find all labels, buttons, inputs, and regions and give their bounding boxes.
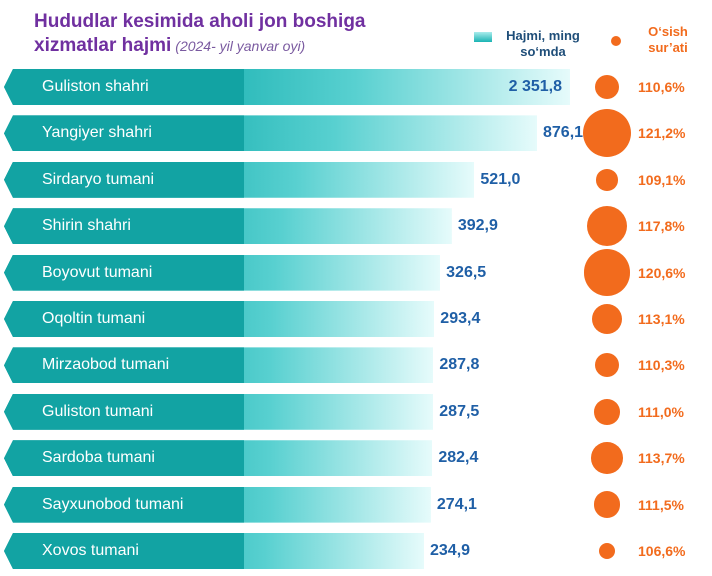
growth-bubble bbox=[586, 205, 628, 247]
growth-bubble bbox=[594, 398, 620, 425]
growth-bubble bbox=[596, 169, 618, 191]
value-label: 287,8 bbox=[439, 356, 480, 374]
value-label: 326,5 bbox=[446, 263, 487, 281]
bar-label-band bbox=[4, 533, 244, 569]
growth-label: 106,6% bbox=[638, 543, 686, 559]
bar-row: Guliston shahri 2 351,8 110,6% bbox=[0, 69, 712, 105]
growth-label: 111,0% bbox=[638, 403, 684, 420]
growth-label: 113,7% bbox=[638, 450, 685, 467]
legend-volume-label: Hajmi, ming so‘mda bbox=[498, 28, 588, 60]
growth-bubble bbox=[594, 74, 620, 100]
bar-row: Sardoba tumani 282,4 113,7% bbox=[0, 440, 712, 477]
bar-label-band bbox=[4, 347, 244, 384]
legend-volume-line-1: Hajmi, ming bbox=[506, 28, 580, 43]
value-label: 521,0 bbox=[480, 170, 521, 188]
bar-label-band bbox=[4, 254, 244, 291]
category-label: Sardoba tumani bbox=[42, 449, 155, 467]
bar-row: Guliston tumani 287,5 111,0% bbox=[0, 393, 712, 430]
growth-label: 113,1% bbox=[638, 311, 685, 327]
growth-label: 117,8% bbox=[638, 218, 685, 235]
growth-label: 110,3% bbox=[638, 357, 685, 374]
bar-label-band bbox=[4, 486, 244, 523]
value-label: 392,9 bbox=[457, 217, 498, 235]
value-label: 274,1 bbox=[436, 495, 477, 513]
bar-row: Mirzaobod tumani 287,8 110,3% bbox=[0, 347, 712, 384]
category-label: Guliston tumani bbox=[42, 402, 154, 420]
chart-title-line-2-text: xizmatlar hajmi bbox=[34, 35, 172, 56]
category-label: Mirzaobod tumani bbox=[42, 356, 170, 374]
legend-growth-label: O‘sish sur’ati bbox=[626, 24, 710, 56]
bar-row: Xovos tumani 234,9 106,6% bbox=[0, 533, 712, 569]
growth-label: 111,5% bbox=[638, 496, 684, 513]
growth-bubble bbox=[583, 249, 631, 296]
value-label: 287,5 bbox=[439, 402, 480, 420]
category-label: Shirin shahri bbox=[42, 217, 131, 235]
legend-volume-line-2: so‘mda bbox=[520, 44, 566, 59]
category-label: Boyovut tumani bbox=[42, 263, 153, 281]
growth-bubble bbox=[599, 543, 615, 559]
category-label: Sayxunobod tumani bbox=[42, 495, 184, 513]
bar-label-band bbox=[4, 69, 244, 105]
legend-volume-swatch bbox=[474, 32, 492, 42]
growth-label: 121,2% bbox=[638, 125, 686, 142]
bar-label-band bbox=[4, 115, 244, 152]
category-label: Yangiyer shahri bbox=[42, 124, 152, 142]
category-label: Xovos tumani bbox=[42, 542, 139, 559]
bar-label-band bbox=[4, 393, 244, 430]
bar-row: Sirdaryo tumani 521,0 109,1% bbox=[0, 161, 712, 198]
bar-label-band bbox=[4, 440, 244, 477]
value-label: 293,4 bbox=[440, 310, 481, 327]
growth-bubble bbox=[594, 353, 620, 378]
chart-title-line-1: Hududlar kesimida aholi jon boshiga bbox=[34, 11, 366, 32]
value-label: 234,9 bbox=[430, 542, 471, 559]
bar-row: Boyovut tumani 326,5 120,6% bbox=[0, 249, 712, 296]
bar-label-band bbox=[4, 301, 244, 337]
category-label: Sirdaryo tumani bbox=[42, 170, 155, 188]
growth-label: 110,6% bbox=[638, 79, 685, 95]
bar-row: Yangiyer shahri 876,1 121,2% bbox=[0, 109, 712, 158]
legend-growth-line-1: O‘sish bbox=[648, 24, 688, 39]
category-label: Oqoltin tumani bbox=[42, 310, 146, 327]
growth-bubble bbox=[591, 303, 623, 335]
growth-bubble bbox=[583, 109, 631, 158]
bar-row: Shirin shahri 392,9 117,8% bbox=[0, 205, 712, 247]
legend-growth-dot bbox=[611, 36, 621, 46]
bar-row: Oqoltin tumani 293,4 113,1% bbox=[0, 301, 712, 337]
bar-label-band bbox=[4, 208, 244, 245]
category-label: Guliston shahri bbox=[42, 78, 149, 95]
bar-label-band bbox=[4, 161, 244, 198]
chart-title: Hududlar kesimida aholi jon boshiga xizm… bbox=[34, 10, 464, 58]
value-label: 876,1 bbox=[543, 124, 584, 142]
growth-bubble bbox=[591, 442, 623, 474]
value-label: 282,4 bbox=[438, 449, 479, 467]
chart-subtitle: (2024- yil yanvar oyi) bbox=[175, 38, 306, 54]
growth-label: 109,1% bbox=[638, 171, 686, 188]
growth-label: 120,6% bbox=[638, 264, 686, 281]
growth-bubble bbox=[593, 491, 621, 518]
chart-title-line-2: xizmatlar hajmi (2024- yil yanvar oyi) bbox=[34, 34, 464, 58]
value-label: 2 351,8 bbox=[508, 78, 562, 95]
bar-row: Sayxunobod tumani 274,1 111,5% bbox=[0, 486, 712, 523]
legend-growth-line-2: sur’ati bbox=[648, 40, 688, 55]
